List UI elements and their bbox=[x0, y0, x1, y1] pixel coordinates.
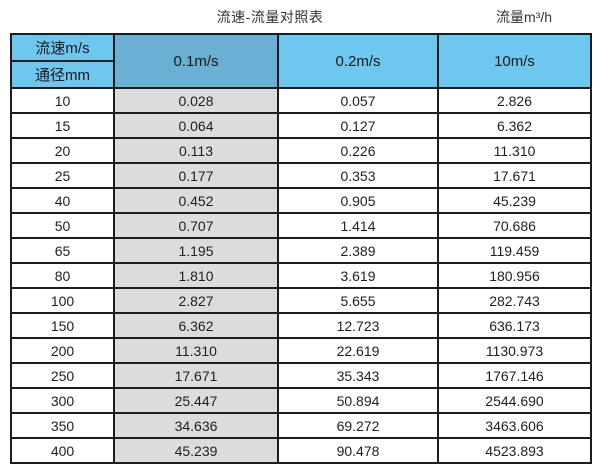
diameter-cell: 40 bbox=[10, 187, 115, 214]
flow-value-cell: 1.810 bbox=[113, 262, 279, 289]
flow-value-cell: 22.619 bbox=[277, 337, 439, 364]
table-row: 25 0.177 0.353 17.671 bbox=[10, 162, 592, 189]
diameter-cell: 10 bbox=[10, 87, 115, 114]
flow-rate-table: 流速m/s 0.1m/s 0.2m/s 10m/s 通径mm 10 0.028 0.… bbox=[10, 33, 592, 464]
flow-value-cell: 70.686 bbox=[437, 212, 592, 239]
diameter-cell: 25 bbox=[10, 162, 115, 189]
flow-value-cell: 17.671 bbox=[113, 362, 279, 389]
flow-value-cell: 1130.973 bbox=[437, 337, 592, 364]
flow-value-cell: 1.414 bbox=[277, 212, 439, 239]
flow-value-cell: 35.343 bbox=[277, 362, 439, 389]
flow-value-cell: 3463.606 bbox=[437, 412, 592, 439]
flow-value-cell: 0.905 bbox=[277, 187, 439, 214]
table-row: 200 11.310 22.619 1130.973 bbox=[10, 337, 592, 364]
table-row: 10 0.028 0.057 2.826 bbox=[10, 87, 592, 114]
flow-value-cell: 2.826 bbox=[437, 87, 592, 114]
flow-value-cell: 0.707 bbox=[113, 212, 279, 239]
table-row: 15 0.064 0.127 6.362 bbox=[10, 112, 592, 139]
table-row: 350 34.636 69.272 3463.606 bbox=[10, 412, 592, 439]
diameter-cell: 250 bbox=[10, 362, 115, 389]
diameter-cell: 20 bbox=[10, 137, 115, 164]
corner-header-diameter: 通径mm bbox=[10, 60, 115, 89]
diameter-cell: 200 bbox=[10, 337, 115, 364]
diameter-cell: 400 bbox=[10, 437, 115, 464]
table-row: 20 0.113 0.226 11.310 bbox=[10, 137, 592, 164]
table-row: 400 45.239 90.478 4523.893 bbox=[10, 437, 592, 464]
flow-value-cell: 17.671 bbox=[437, 162, 592, 189]
diameter-cell: 65 bbox=[10, 237, 115, 264]
velocity-column-header: 0.1m/s bbox=[113, 33, 279, 89]
velocity-column-header: 0.2m/s bbox=[277, 33, 439, 89]
flow-value-cell: 5.655 bbox=[277, 287, 439, 314]
flow-value-cell: 636.173 bbox=[437, 312, 592, 339]
flow-value-cell: 2.827 bbox=[113, 287, 279, 314]
flow-value-cell: 2.389 bbox=[277, 237, 439, 264]
table-row: 40 0.452 0.905 45.239 bbox=[10, 187, 592, 214]
diameter-cell: 50 bbox=[10, 212, 115, 239]
table-row: 50 0.707 1.414 70.686 bbox=[10, 212, 592, 239]
flow-value-cell: 0.057 bbox=[277, 87, 439, 114]
corner-header-velocity: 流速m/s bbox=[10, 33, 115, 62]
flow-value-cell: 11.310 bbox=[113, 337, 279, 364]
flow-value-cell: 45.239 bbox=[113, 437, 279, 464]
flow-value-cell: 1767.146 bbox=[437, 362, 592, 389]
flow-value-cell: 4523.893 bbox=[437, 437, 592, 464]
flow-value-cell: 1.195 bbox=[113, 237, 279, 264]
flow-value-cell: 0.127 bbox=[277, 112, 439, 139]
flow-value-cell: 2544.690 bbox=[437, 387, 592, 414]
flow-value-cell: 119.459 bbox=[437, 237, 592, 264]
flow-value-cell: 0.226 bbox=[277, 137, 439, 164]
table-row: 250 17.671 35.343 1767.146 bbox=[10, 362, 592, 389]
table-row: 65 1.195 2.389 119.459 bbox=[10, 237, 592, 264]
table-row: 300 25.447 50.894 2544.690 bbox=[10, 387, 592, 414]
flow-value-cell: 34.636 bbox=[113, 412, 279, 439]
flow-value-cell: 3.619 bbox=[277, 262, 439, 289]
flow-value-cell: 282.743 bbox=[437, 287, 592, 314]
flow-value-cell: 90.478 bbox=[277, 437, 439, 464]
flow-value-cell: 6.362 bbox=[437, 112, 592, 139]
flow-value-cell: 0.064 bbox=[113, 112, 279, 139]
flow-value-cell: 0.113 bbox=[113, 137, 279, 164]
flow-value-cell: 12.723 bbox=[277, 312, 439, 339]
table-row: 80 1.810 3.619 180.956 bbox=[10, 262, 592, 289]
flow-value-cell: 0.177 bbox=[113, 162, 279, 189]
table-row: 100 2.827 5.655 282.743 bbox=[10, 287, 592, 314]
flow-value-cell: 180.956 bbox=[437, 262, 592, 289]
diameter-cell: 150 bbox=[10, 312, 115, 339]
table-title: 流速-流量对照表 bbox=[216, 9, 324, 25]
table-body: 10 0.028 0.057 2.826 15 0.064 0.127 6.362 20 0.11… bbox=[10, 87, 592, 464]
table-row: 150 6.362 12.723 636.173 bbox=[10, 312, 592, 339]
diameter-cell: 15 bbox=[10, 112, 115, 139]
flow-value-cell: 0.452 bbox=[113, 187, 279, 214]
flow-value-cell: 11.310 bbox=[437, 137, 592, 164]
flow-value-cell: 6.362 bbox=[113, 312, 279, 339]
table-header: 流速m/s 0.1m/s 0.2m/s 10m/s 通径mm bbox=[10, 33, 592, 89]
diameter-cell: 300 bbox=[10, 387, 115, 414]
diameter-cell: 80 bbox=[10, 262, 115, 289]
flow-value-cell: 0.353 bbox=[277, 162, 439, 189]
title-bar: 流速-流量对照表 流量m³/h bbox=[0, 0, 600, 33]
velocity-column-header: 10m/s bbox=[437, 33, 592, 89]
flow-rate-unit-title: 流量m³/h bbox=[496, 9, 552, 25]
flow-value-cell: 25.447 bbox=[113, 387, 279, 414]
flow-value-cell: 0.028 bbox=[113, 87, 279, 114]
diameter-cell: 350 bbox=[10, 412, 115, 439]
flow-value-cell: 50.894 bbox=[277, 387, 439, 414]
flow-value-cell: 45.239 bbox=[437, 187, 592, 214]
flow-value-cell: 69.272 bbox=[277, 412, 439, 439]
diameter-cell: 100 bbox=[10, 287, 115, 314]
